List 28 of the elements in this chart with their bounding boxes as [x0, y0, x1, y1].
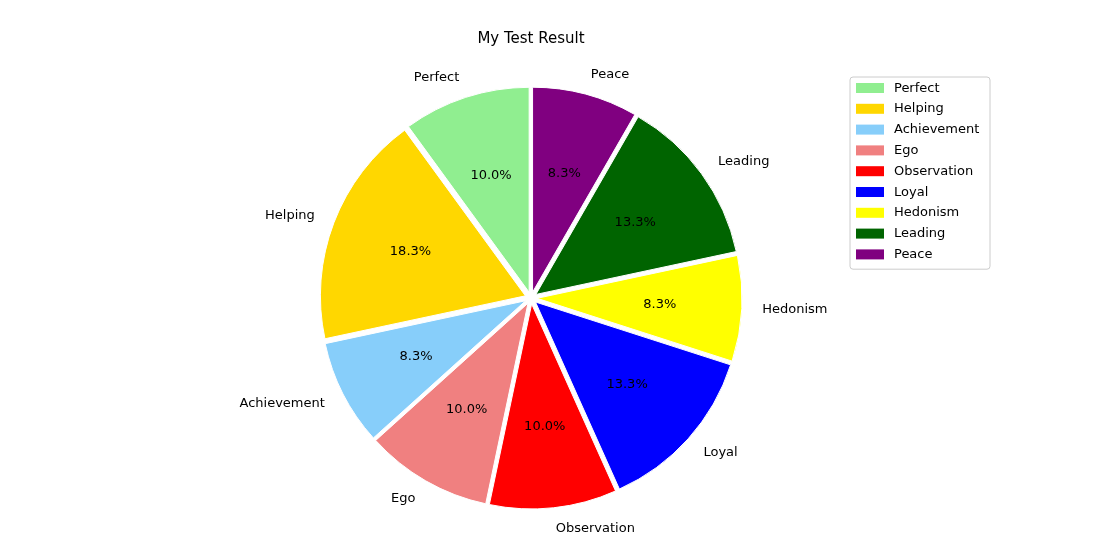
chart-title: My Test Result — [477, 28, 585, 47]
data-label: 8.3% — [399, 348, 433, 364]
slice-label: Loyal — [703, 443, 738, 459]
data-label: 10.0% — [445, 401, 488, 417]
legend-label: Leading — [894, 225, 946, 241]
data-label: 10.0% — [470, 166, 512, 182]
legend-label: Observation — [894, 162, 974, 178]
data-label: 10.0% — [524, 417, 566, 433]
slice-label: Observation — [555, 519, 635, 535]
slice-label: Hedonism — [762, 301, 828, 317]
legend-label: Ego — [894, 141, 919, 157]
data-label: 13.3% — [614, 213, 656, 229]
slice-label: Perfect — [413, 69, 460, 85]
legend-label: Loyal — [894, 183, 929, 199]
legend-label: Peace — [894, 245, 933, 261]
legend-label: Achievement — [894, 121, 980, 137]
legend-label: Perfect — [894, 79, 940, 95]
slice-label: Peace — [590, 65, 630, 81]
data-label: 8.3% — [643, 295, 677, 311]
data-label: 18.3% — [389, 243, 432, 259]
data-label: 8.3% — [547, 164, 581, 180]
slice-label: Ego — [391, 490, 416, 506]
legend-label: Helping — [894, 100, 944, 116]
slice-label: Leading — [718, 153, 770, 169]
data-label: 13.3% — [606, 375, 648, 391]
slice-label: Achievement — [239, 394, 325, 410]
slice-label: Helping — [265, 206, 315, 222]
legend-label: Hedonism — [894, 204, 960, 220]
